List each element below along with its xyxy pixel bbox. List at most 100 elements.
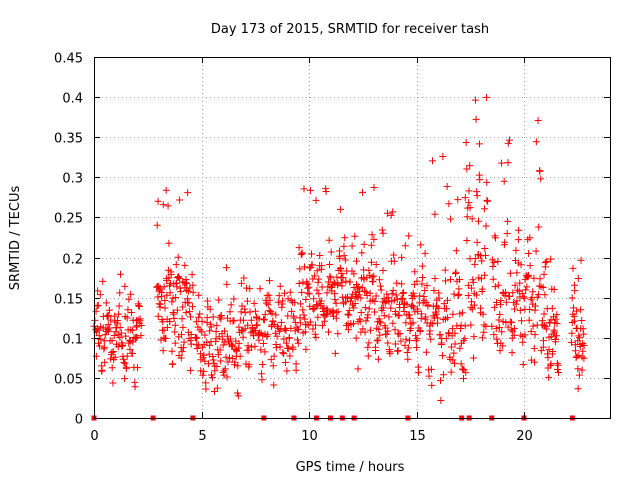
- data-point: [427, 365, 435, 373]
- data-point: [301, 263, 309, 271]
- data-point: [429, 157, 437, 165]
- data-point: [164, 202, 172, 210]
- data-point: [282, 327, 290, 335]
- y-axis-label: SRMTID / TECUs: [8, 186, 23, 291]
- data-point: [321, 317, 329, 325]
- data-point: [105, 306, 113, 314]
- data-point: [511, 281, 519, 289]
- data-point: [465, 187, 473, 195]
- data-point: [334, 330, 342, 338]
- data-point: [304, 280, 312, 288]
- data-point: [402, 335, 410, 343]
- data-point: [481, 245, 489, 253]
- x-axis-label: GPS time / hours: [296, 460, 405, 475]
- data-point: [364, 311, 372, 319]
- data-point: [552, 332, 560, 340]
- data-point: [577, 306, 585, 314]
- data-point: [134, 364, 142, 372]
- data-point: [339, 274, 347, 282]
- data-point: [246, 285, 254, 293]
- data-point: [272, 311, 280, 319]
- data-point: [459, 365, 467, 373]
- data-point: [342, 277, 350, 285]
- data-point: [338, 282, 346, 290]
- data-point: [137, 322, 145, 330]
- data-point: [376, 331, 384, 339]
- data-point: [465, 199, 473, 207]
- data-point: [523, 273, 531, 281]
- data-point: [337, 265, 345, 273]
- data-point: [202, 385, 210, 393]
- data-point: [389, 319, 397, 327]
- data-point: [379, 304, 387, 312]
- data-point: [392, 291, 400, 299]
- data-point: [171, 321, 179, 329]
- data-point: [128, 350, 136, 358]
- data-point: [167, 270, 175, 278]
- data-point: [401, 242, 409, 250]
- data-point: [403, 349, 411, 357]
- data-point: [267, 322, 275, 330]
- data-point: [247, 316, 255, 324]
- data-point: [489, 275, 497, 283]
- data-point: [530, 358, 538, 366]
- data-point: [483, 178, 491, 186]
- data-point: [261, 310, 269, 318]
- data-point: [114, 343, 122, 351]
- data-point: [94, 287, 102, 295]
- data-point: [309, 325, 317, 333]
- data-point: [489, 263, 497, 271]
- data-point: [310, 305, 318, 313]
- data-point: [578, 316, 586, 324]
- data-point: [104, 311, 112, 319]
- data-point: [292, 360, 300, 368]
- data-point: [376, 282, 384, 290]
- data-point: [418, 280, 426, 288]
- data-point: [395, 311, 403, 319]
- data-point: [516, 306, 524, 314]
- data-point: [212, 327, 220, 335]
- data-point: [428, 381, 436, 389]
- data-point: [364, 343, 372, 351]
- data-point: [237, 308, 245, 316]
- data-point: [165, 239, 173, 247]
- data-point: [205, 350, 213, 358]
- plot-frame: [94, 57, 611, 419]
- data-point: [554, 368, 562, 376]
- data-point: [318, 262, 326, 270]
- data-point: [424, 301, 432, 309]
- data-point: [172, 294, 180, 302]
- data-point: [155, 300, 163, 308]
- data-point: [527, 327, 535, 335]
- data-point: [372, 292, 380, 300]
- data-point: [389, 208, 397, 216]
- data-point: [367, 258, 375, 266]
- data-point: [481, 251, 489, 259]
- data-point: [482, 93, 490, 101]
- data-point: [333, 273, 341, 281]
- data-point: [422, 348, 430, 356]
- data-point: [443, 296, 451, 304]
- data-point: [490, 258, 498, 266]
- data-point: [431, 210, 439, 218]
- data-point: [378, 226, 386, 234]
- data-point: [467, 303, 475, 311]
- data-point: [331, 296, 339, 304]
- data-point: [361, 304, 369, 312]
- data-point: [222, 264, 230, 272]
- data-point: [114, 319, 122, 327]
- data-point: [204, 297, 212, 305]
- data-point: [109, 379, 117, 387]
- data-point: [495, 324, 503, 332]
- data-point: [334, 308, 342, 316]
- data-point: [275, 292, 283, 300]
- data-point: [127, 290, 135, 298]
- data-point: [259, 339, 267, 347]
- x-tick-label: 10: [301, 429, 318, 444]
- data-point: [447, 368, 455, 376]
- data-point: [379, 267, 387, 275]
- data-point: [371, 298, 379, 306]
- data-point: [404, 355, 412, 363]
- data-point: [174, 273, 182, 281]
- data-point: [137, 332, 145, 340]
